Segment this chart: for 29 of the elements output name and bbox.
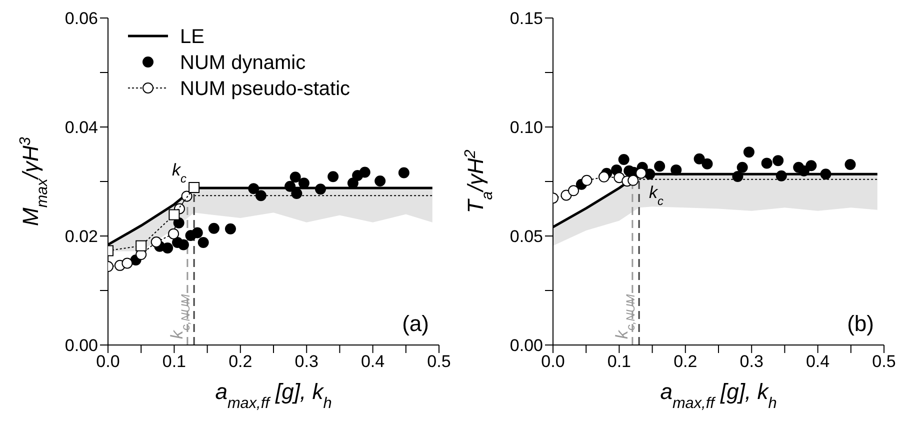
x-tick-label: 0.1 — [162, 352, 186, 372]
annotation: (b) — [847, 311, 874, 336]
y-tick-label: 0.00 — [510, 336, 543, 356]
x-tick-label: 0.5 — [427, 352, 451, 372]
y-tick-label: 0.04 — [64, 118, 98, 138]
x-tick-label: 0.3 — [294, 352, 318, 372]
x-tick-label: 0.2 — [228, 352, 252, 372]
x-axis-title: a$_{max,ff}$ [g], k$_{h}$ — [215, 379, 332, 412]
x-tick-label: 0.0 — [541, 352, 565, 372]
x-tick-label: 0.2 — [674, 352, 698, 372]
legend-label: NUM dynamic — [180, 52, 306, 74]
y-tick-label: 0.10 — [510, 118, 543, 138]
annotation: k$_{c}$ — [172, 160, 187, 186]
legend-label: NUM pseudo-static — [180, 78, 350, 100]
y-tick-label: 0.15 — [510, 9, 543, 28]
x-tick-label: 0.1 — [607, 352, 632, 372]
x-tick-label: 0.4 — [360, 352, 385, 372]
y-tick-label: 0.00 — [64, 336, 98, 356]
x-tick-label: 0.0 — [96, 352, 120, 372]
legend-label: LE — [180, 26, 204, 48]
y-tick-label: 0.05 — [510, 227, 543, 246]
annotation: k$_{c}$ — [649, 183, 664, 208]
y-tick-label: 0.02 — [64, 227, 98, 246]
y-tick-label: 0.06 — [64, 9, 98, 28]
x-axis-title: a$_{max,ff}$ [g], k$_{h}$ — [660, 379, 777, 412]
x-tick-label: 0.4 — [806, 352, 830, 372]
annotation: (a) — [402, 311, 429, 336]
x-tick-label: 0.5 — [872, 352, 896, 372]
x-tick-label: 0.3 — [740, 352, 764, 372]
